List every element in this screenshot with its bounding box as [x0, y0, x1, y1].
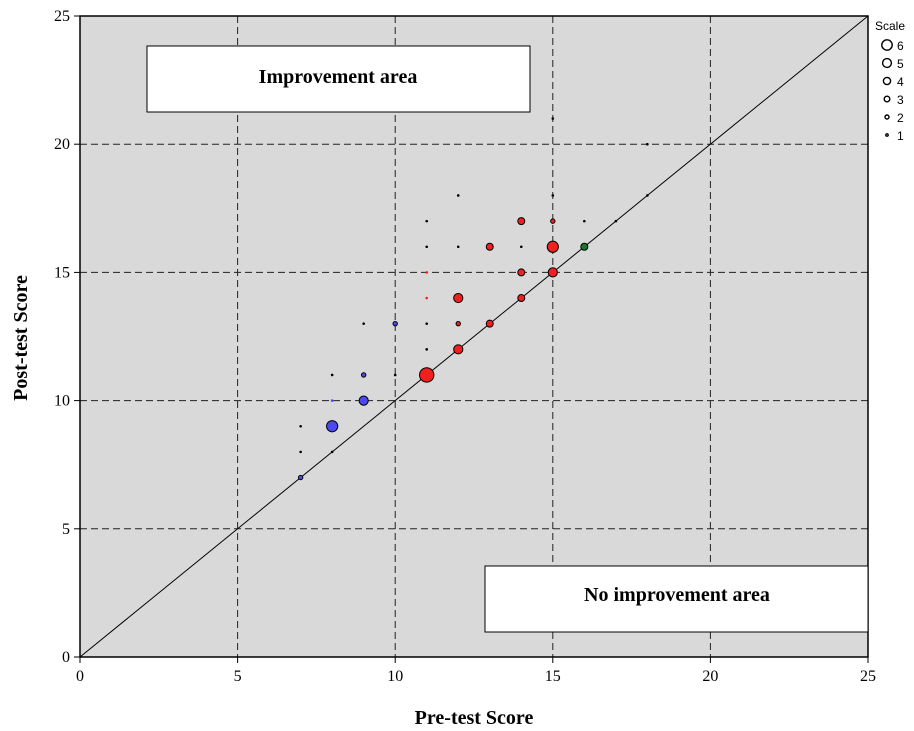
data-point [456, 194, 460, 197]
x-tick-label: 15 [545, 668, 561, 685]
data-point [299, 424, 302, 428]
legend-entry-label: 3 [897, 93, 904, 107]
data-point [517, 294, 526, 303]
data-point [547, 267, 558, 278]
y-tick-label: 15 [54, 264, 70, 281]
data-point [546, 240, 559, 253]
legend-marker [883, 95, 891, 103]
x-axis-title: Pre-test Score [415, 707, 534, 729]
data-point [453, 292, 464, 304]
data-point [485, 242, 494, 251]
axes: 0 5 10 15 20 25 0 5 10 15 20 25 [54, 8, 876, 685]
legend-entry-label: 6 [897, 39, 904, 53]
legend-marker [881, 57, 893, 69]
legend-entry-label: 1 [897, 129, 904, 143]
legend-entry-label: 2 [897, 111, 904, 125]
data-point [425, 245, 429, 249]
data-point [326, 420, 339, 433]
legend-entry-label: 5 [897, 57, 904, 71]
y-axis-title: Post-test Score [10, 275, 32, 401]
data-point [425, 348, 429, 351]
data-point [393, 373, 397, 377]
data-point [425, 322, 429, 325]
data-point [551, 194, 555, 197]
legend-marker [882, 76, 892, 86]
data-point [360, 372, 367, 378]
no-improvement-area-label: No improvement area [584, 584, 770, 606]
data-point [362, 322, 365, 325]
data-point [455, 320, 461, 327]
data-point [551, 117, 555, 120]
data-point [583, 219, 586, 223]
data-point [453, 344, 464, 355]
data-point [517, 217, 526, 226]
y-tick-label: 20 [54, 136, 70, 153]
legend-entry-label: 4 [897, 75, 904, 89]
legend-title: Scale [875, 19, 905, 33]
grid-lines [80, 16, 868, 657]
data-point [456, 245, 460, 249]
data-point [425, 271, 429, 274]
improvement-area-label: Improvement area [259, 66, 418, 88]
x-tick-label: 20 [702, 668, 718, 685]
legend-marker [884, 114, 890, 120]
data-point [392, 320, 398, 327]
y-tick-label: 5 [62, 521, 70, 538]
plot-border [79, 15, 869, 658]
data-point [646, 194, 649, 197]
data-point [550, 218, 556, 224]
data-point [358, 395, 369, 406]
data-point [299, 450, 302, 454]
data-point [485, 319, 494, 328]
data-point [330, 450, 334, 454]
data-point [330, 373, 334, 377]
x-tick-label: 5 [234, 668, 242, 685]
data-point [614, 219, 618, 223]
y-tick-label: 25 [54, 8, 70, 25]
legend-marker [885, 133, 889, 137]
data-point [425, 296, 429, 300]
diagonal-reference-line [79, 15, 869, 658]
no-improvement-area-box: No improvement area [484, 565, 869, 633]
data-point [330, 399, 334, 402]
data-point [297, 474, 304, 481]
legend: Scale 6 5 4 3 2 1 [875, 19, 905, 143]
x-tick-label: 10 [387, 668, 403, 685]
y-tick-label: 10 [54, 393, 70, 410]
x-tick-label: 25 [860, 668, 876, 685]
x-tick-label: 0 [76, 668, 84, 685]
data-point [519, 245, 523, 249]
data-point [419, 367, 435, 383]
data-point [646, 142, 649, 146]
data-point [580, 242, 589, 251]
data-points [297, 117, 649, 481]
y-tick-label: 0 [62, 649, 70, 666]
data-point [425, 219, 429, 223]
data-point [517, 268, 526, 277]
improvement-area-box: Improvement area [146, 45, 531, 113]
legend-marker [881, 39, 893, 51]
